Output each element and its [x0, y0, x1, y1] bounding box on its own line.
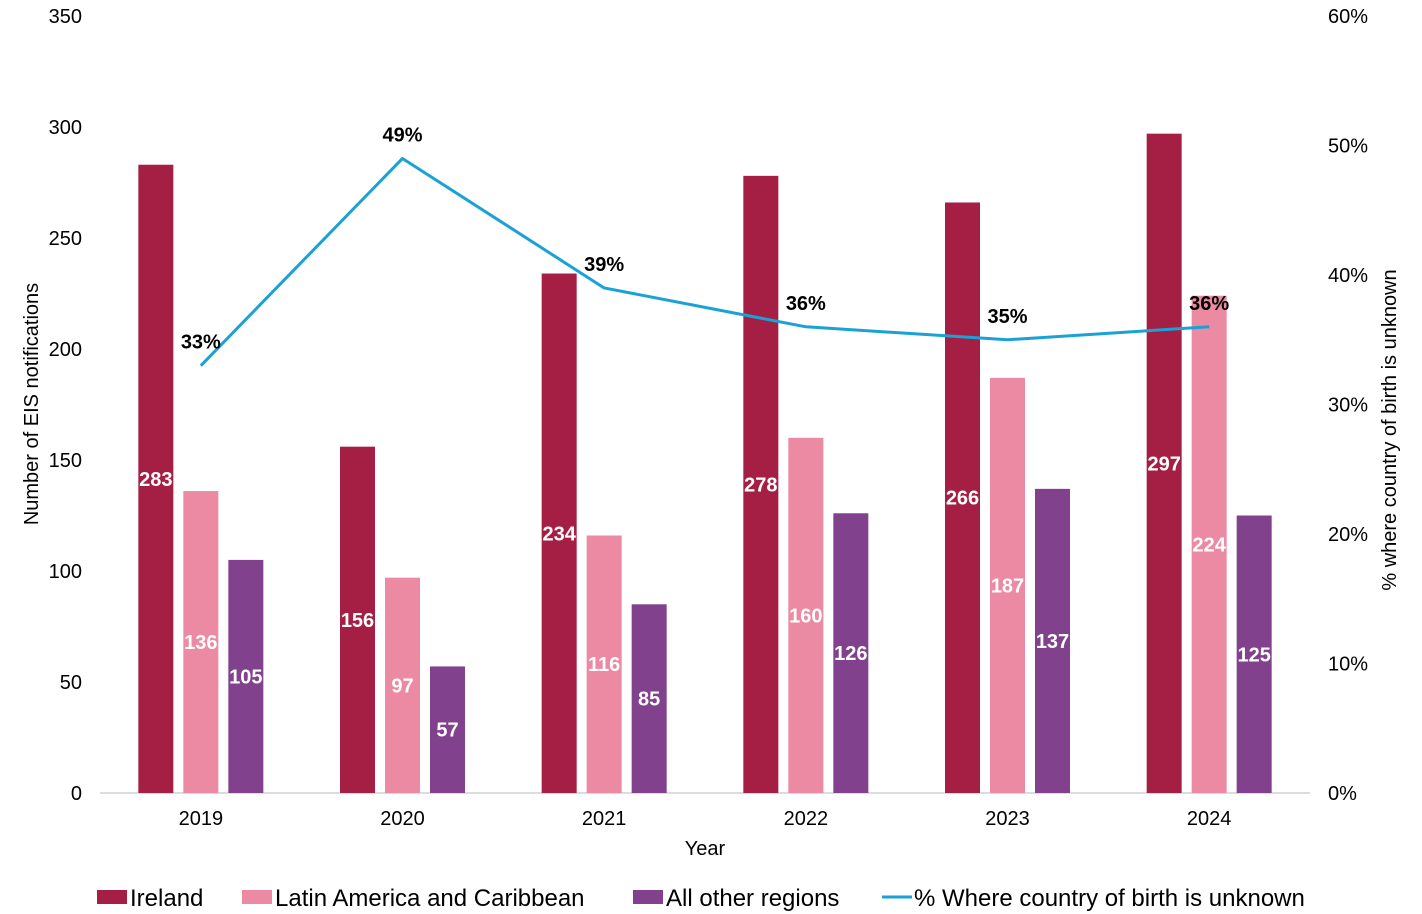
y2-tick-label: 40% — [1328, 265, 1368, 287]
bar — [541, 273, 577, 793]
bar-value-label: 266 — [946, 488, 979, 510]
y-tick-label: 200 — [49, 339, 82, 361]
x-tick-label: 2021 — [582, 808, 627, 830]
x-axis-title: Year — [685, 838, 726, 860]
y-tick-label: 300 — [49, 117, 82, 139]
y-tick-label: 150 — [49, 450, 82, 472]
y2-axis-title: % where country of birth is unknown — [1379, 269, 1401, 590]
bar-value-label: 187 — [991, 575, 1024, 597]
bar-value-label: 97 — [391, 675, 413, 697]
bar-value-label: 234 — [542, 523, 576, 545]
line-value-label: 36% — [786, 293, 826, 315]
bar-value-label: 116 — [588, 654, 620, 676]
bar — [743, 175, 779, 794]
bar-value-label: 136 — [184, 632, 217, 654]
legend-swatch-ireland — [97, 890, 127, 904]
legend-label-unknown: % Where country of birth is unknown — [914, 885, 1305, 912]
x-tick-label: 2024 — [1187, 808, 1232, 830]
bar — [1236, 515, 1272, 793]
line-path — [199, 156, 1210, 367]
y-tick-label: 50 — [60, 672, 82, 694]
bar-value-label: 278 — [744, 474, 777, 496]
bar — [631, 604, 667, 793]
y-tick-label: 0 — [71, 783, 82, 805]
bar — [1191, 295, 1227, 793]
bar — [990, 377, 1025, 793]
y2-tick-label: 50% — [1328, 136, 1368, 158]
y-axis-title: Number of EIS notifications — [21, 283, 43, 525]
bar-value-label: 85 — [638, 689, 660, 711]
x-axis-ticks: 2019 2020 2021 2022 2023 2024 — [179, 808, 1232, 830]
bar-value-label: 125 — [1237, 644, 1270, 666]
y2-tick-label: 60% — [1328, 6, 1368, 28]
line-value-label: 36% — [1189, 293, 1229, 315]
y2-tick-label: 0% — [1328, 783, 1357, 805]
y-tick-label: 350 — [49, 6, 82, 28]
bar — [430, 666, 465, 793]
legend-swatch-other-regions — [633, 890, 663, 904]
x-tick-label: 2019 — [179, 808, 224, 830]
bar — [228, 559, 264, 793]
bars: 283 156 234 278 266 297 136 97 116 160 187 224 105 57… — [138, 133, 1272, 794]
line-value-label: 39% — [584, 254, 624, 276]
line-value-label: 49% — [382, 124, 422, 146]
bar — [340, 446, 375, 793]
bar-value-label: 137 — [1036, 631, 1069, 653]
line-value-label: 35% — [987, 306, 1027, 328]
bar-value-label: 283 — [139, 469, 172, 491]
bar-value-label: 160 — [789, 605, 822, 627]
bar-value-label: 57 — [436, 720, 458, 742]
bar-value-label: 126 — [834, 643, 867, 665]
y-tick-label: 250 — [49, 228, 82, 250]
legend-label-latin-america: Latin America and Caribbean — [275, 885, 585, 912]
y-axis-ticks: 0 50 100 150 200 250 300 350 — [49, 6, 82, 805]
line-value-label: 33% — [181, 332, 221, 354]
legend-label-other-regions: All other regions — [666, 885, 839, 912]
y2-tick-label: 10% — [1328, 654, 1368, 676]
bar — [586, 535, 622, 793]
bar — [183, 491, 219, 793]
y2-axis-ticks: 0% 10% 20% 30% 40% 50% 60% — [1328, 6, 1368, 805]
x-tick-label: 2023 — [985, 808, 1030, 830]
bar — [1035, 488, 1070, 793]
y2-tick-label: 20% — [1328, 524, 1368, 546]
legend-label-ireland: Ireland — [130, 885, 203, 912]
bar — [1146, 133, 1182, 793]
bar-value-label: 224 — [1192, 534, 1226, 556]
bar-value-label: 156 — [341, 610, 374, 632]
line-series: 33% 49% 39% 36% 35% 36% — [181, 124, 1229, 367]
bar — [833, 513, 869, 793]
y2-tick-label: 30% — [1328, 395, 1368, 417]
legend: Ireland Latin America and Caribbean All … — [97, 885, 1305, 912]
bar — [138, 164, 174, 794]
x-tick-label: 2020 — [380, 808, 425, 830]
legend-swatch-latin-america — [242, 890, 272, 904]
bar — [788, 437, 824, 793]
bar-value-label: 105 — [229, 666, 262, 688]
bar — [385, 577, 420, 793]
bar — [945, 202, 980, 794]
bar-value-label: 297 — [1147, 453, 1180, 475]
x-tick-label: 2022 — [784, 808, 829, 830]
y-tick-label: 100 — [49, 561, 82, 583]
